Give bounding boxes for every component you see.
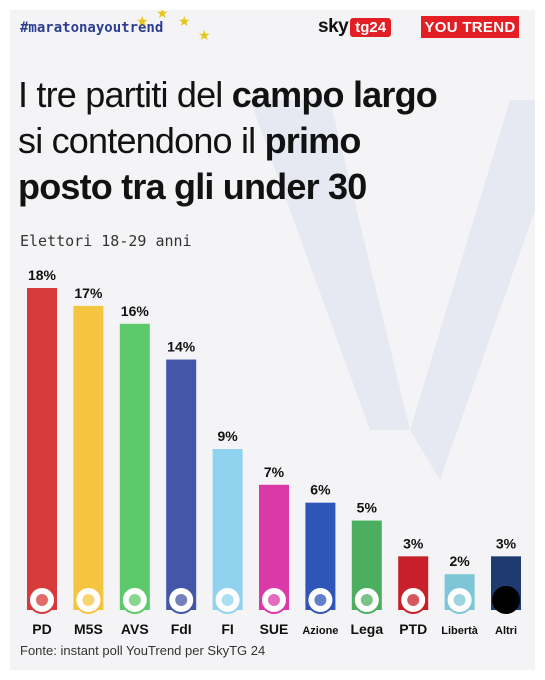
value-label-liberta: 2% (449, 553, 470, 569)
category-label-ptd: PTD (399, 621, 427, 637)
infographic-frame: #maratonayoutrend ★ ★ ★ ★ sky tg24 YOU T… (10, 10, 535, 670)
title-bold-1: campo largo (231, 74, 438, 115)
category-label-lega: Lega (350, 621, 383, 637)
category-label-fi: FI (221, 621, 233, 637)
lega-logo-icon-mark (360, 594, 373, 606)
sue-logo-icon-mark (268, 594, 280, 606)
background-v-watermark (250, 100, 535, 480)
altri-dot-icon (492, 586, 520, 614)
category-label-azione: Azione (302, 625, 338, 637)
skytg24-logo: sky tg24 (318, 16, 392, 38)
m5s-logo-icon-mark (82, 594, 95, 606)
ptd-logo-icon-mark (407, 594, 420, 606)
title-bold-3: posto tra gli under 30 (18, 166, 367, 207)
youtrend-logo: YOU TREND (421, 16, 519, 38)
category-label-fdi: FdI (171, 621, 192, 637)
azione-logo-icon-mark (314, 594, 327, 606)
category-label-sue: SUE (260, 621, 289, 637)
bar-fdi (166, 359, 197, 610)
bar-fi (212, 449, 243, 610)
avs-logo-icon-mark (128, 594, 141, 606)
value-label-sue: 7% (264, 464, 285, 480)
hashtag: #maratonayoutrend (20, 20, 164, 36)
page-title: I tre partiti del campo largo si contend… (18, 72, 528, 210)
bar-pd (27, 288, 57, 610)
bar-chart: 18% PD 17% M5S 16% AVS 14% FdI 9% FI 7% SUE 6% Azione… (27, 267, 521, 637)
value-label-azione: 6% (310, 482, 331, 498)
value-label-ptd: 3% (403, 535, 424, 551)
tg24-box: tg24 (350, 17, 392, 37)
category-label-pd: PD (32, 621, 51, 637)
bar-m5s (73, 305, 104, 610)
title-bold-2: primo (264, 120, 362, 161)
value-label-pd: 18% (28, 267, 57, 283)
chart-subtitle: Elettori 18-29 anni (20, 232, 192, 250)
category-label-m5s: M5S (74, 621, 103, 637)
sky-word: sky (318, 16, 349, 37)
liberta-logo-icon-mark (453, 594, 466, 606)
bar-avs (119, 323, 150, 610)
value-label-altri: 3% (496, 535, 517, 551)
value-label-avs: 16% (121, 303, 150, 319)
category-label-altri: Altri (495, 625, 517, 637)
title-part-2: si contendono il (18, 120, 265, 161)
pd-logo-icon-mark (36, 594, 48, 606)
fdi-logo-icon-mark (175, 594, 188, 606)
value-label-m5s: 17% (74, 285, 103, 301)
value-label-fi: 9% (217, 428, 238, 444)
fi-logo-icon-mark (221, 594, 234, 606)
title-part-1: I tre partiti del (18, 74, 232, 115)
category-label-avs: AVS (121, 621, 149, 637)
category-label-liberta: Libertà (441, 625, 479, 637)
value-label-lega: 5% (357, 500, 378, 516)
value-label-fdi: 14% (167, 339, 196, 355)
source-note: Fonte: instant poll YouTrend per SkyTG 2… (20, 643, 266, 658)
